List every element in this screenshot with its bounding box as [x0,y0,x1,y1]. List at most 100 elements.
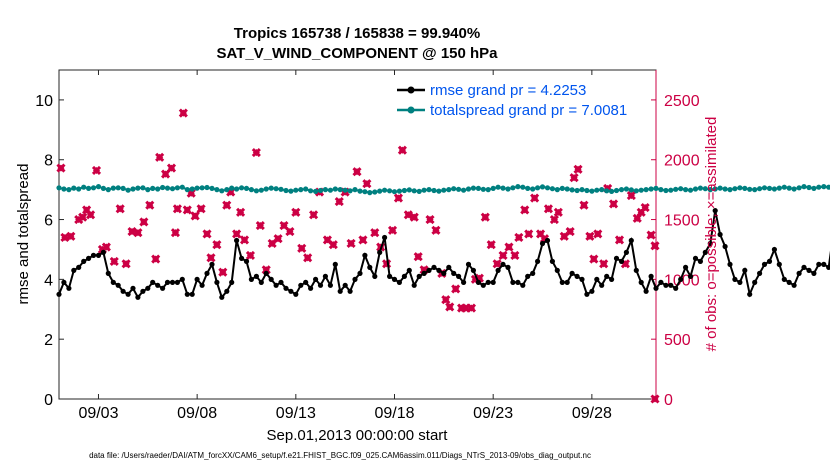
rmse-point [357,270,363,276]
y-left-tick-label: 4 [44,272,53,289]
assimilated-marker-core [156,153,164,161]
assimilated-marker [60,232,70,243]
totalspread-point [549,186,556,192]
assimilated-marker-core [505,243,513,251]
assimilated-marker-core [525,230,533,238]
assimilated-marker [115,204,125,214]
rmse-point [86,255,92,261]
assimilated-marker [589,254,599,264]
rmse-point [747,291,753,297]
totalspread-point [515,184,521,190]
totalspread-point [441,187,447,193]
rmse-point [628,237,634,244]
rmse-point [273,282,279,288]
assimilated-marker [178,108,188,118]
x-tick-label: 09/03 [78,405,118,422]
totalspread-point [806,184,812,191]
rmse-point [613,255,620,261]
totalspread-point [184,187,190,193]
totalspread-point [308,188,314,194]
rmse-point [604,273,610,279]
assimilated-marker [170,228,181,238]
totalspread-point [638,187,644,193]
rmse-point [821,261,827,267]
assimilated-marker-core [446,303,454,311]
rmse-point [61,279,67,285]
rmse-point [559,279,565,285]
y-right-tick-label: 0 [664,392,673,409]
rmse-point [456,273,462,279]
totalspread-point [480,186,486,192]
assimilated-marker-core [116,205,124,213]
assimilated-marker [431,225,441,235]
totalspread-point [717,185,723,191]
totalspread-point [451,186,457,192]
totalspread-point [697,185,704,191]
rmse-point [727,261,733,267]
totalspread-point [372,189,378,195]
assimilated-marker-core [292,208,300,216]
totalspread-point [742,185,748,191]
rmse-point [263,270,269,276]
assimilated-marker-core [140,218,148,226]
assimilated-marker-core [521,206,529,214]
rmse-point [441,270,447,276]
assimilated-marker [510,250,520,260]
totalspread-point [421,187,427,193]
totalspread-point [707,187,713,193]
rmse-point [692,255,699,261]
totalspread-point [613,187,620,194]
totalspread-point [801,184,807,190]
rmse-point [66,285,72,291]
assimilated-marker [196,204,206,214]
totalspread-point [90,185,97,191]
assimilated-marker [486,240,496,250]
totalspread-point [298,187,304,193]
assimilated-marker-core [531,194,539,202]
rmse-point [599,282,605,288]
assimilated-marker [520,205,530,215]
totalspread-point [303,186,309,192]
totalspread-point [564,186,570,192]
assimilated-marker-core [335,198,343,206]
rmse-point [313,276,319,282]
rmse-point [189,291,195,297]
assimilated-marker [609,199,619,209]
assimilated-marker [403,210,413,220]
rmse-point [367,264,373,270]
rmse-point [95,252,102,258]
totalspread-point [416,188,422,194]
assimilated-marker-core [600,260,608,268]
assimilated-marker [393,193,404,203]
totalspread-point [332,186,338,192]
rmse-point [303,279,309,285]
assimilated-marker [352,167,362,177]
legend-rmse-marker [407,86,415,94]
totalspread-point [150,185,156,191]
rmse-point [224,288,230,294]
rmse-point [475,279,481,285]
assimilated-marker [101,242,111,252]
totalspread-point [86,185,92,191]
totalspread-point [377,188,383,194]
rmse-point [515,279,521,285]
assimilated-marker-core [134,229,142,237]
rmse-point [451,270,457,276]
totalspread-point [535,185,541,191]
rmse-point [194,276,200,282]
y-left-tick-label: 10 [35,93,53,110]
assimilated-marker-core [233,230,241,238]
totalspread-point [544,185,551,191]
totalspread-point [105,187,111,193]
totalspread-point [618,187,625,193]
totalspread-point [594,187,600,193]
totalspread-point [56,185,62,191]
assimilated-marker [109,256,119,266]
assimilated-marker [245,250,255,260]
assimilated-marker-core [252,149,260,157]
totalspread-point [470,185,476,191]
rmse-point [184,291,190,297]
y-right-axis-label: # of obs: o=possible; ×=assimilated [703,117,720,352]
rmse-point [105,270,111,276]
rmse-point [465,261,472,267]
